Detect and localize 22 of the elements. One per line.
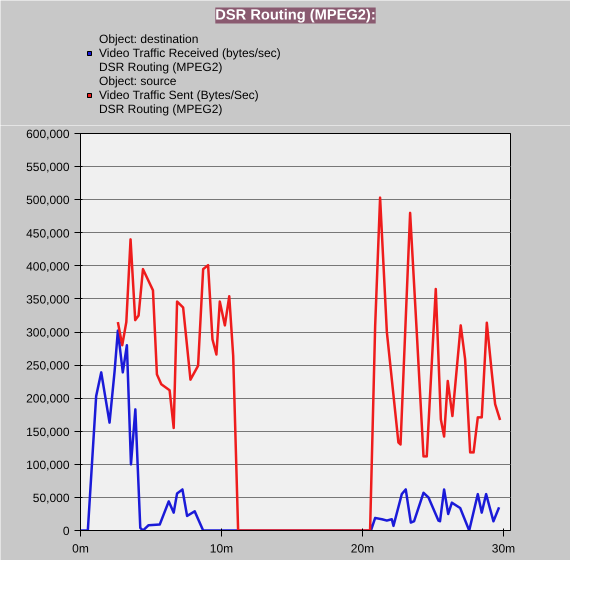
- y-tick-label: 600,000: [26, 127, 70, 141]
- chart-title: DSR Routing (MPEG2):: [215, 8, 376, 24]
- x-tick-label: 20m: [350, 542, 374, 556]
- y-tick-label: 300,000: [26, 326, 70, 340]
- y-tick-label: 550,000: [26, 160, 70, 174]
- x-tick-label: 30m: [492, 542, 516, 556]
- y-tick-label: 450,000: [26, 226, 70, 240]
- y-tick-label: 400,000: [26, 259, 70, 274]
- y-tick-label: 500,000: [26, 193, 70, 208]
- y-tick-label: 150,000: [26, 424, 70, 439]
- legend-label: Object: destination Video Traffic Received (bytes/sec) DSR Routing (MPEG2): [99, 32, 281, 74]
- y-tick-label: 50,000: [32, 490, 70, 505]
- x-tick-label: 10m: [210, 542, 234, 556]
- line-series: [116, 196, 502, 530]
- x-tick-label: 0m: [72, 542, 89, 556]
- legend-label: Object: source Video Traffic Sent (Bytes/Sec) DSR Routing (MPEG2): [99, 74, 259, 116]
- y-tick-label: 0: [62, 524, 70, 538]
- y-tick-label: 100,000: [26, 458, 70, 472]
- y-tick-label: 250,000: [26, 358, 70, 373]
- y-tick-label: 200,000: [26, 392, 70, 406]
- line-series: [80, 329, 500, 530]
- y-tick-label: 350,000: [26, 292, 70, 306]
